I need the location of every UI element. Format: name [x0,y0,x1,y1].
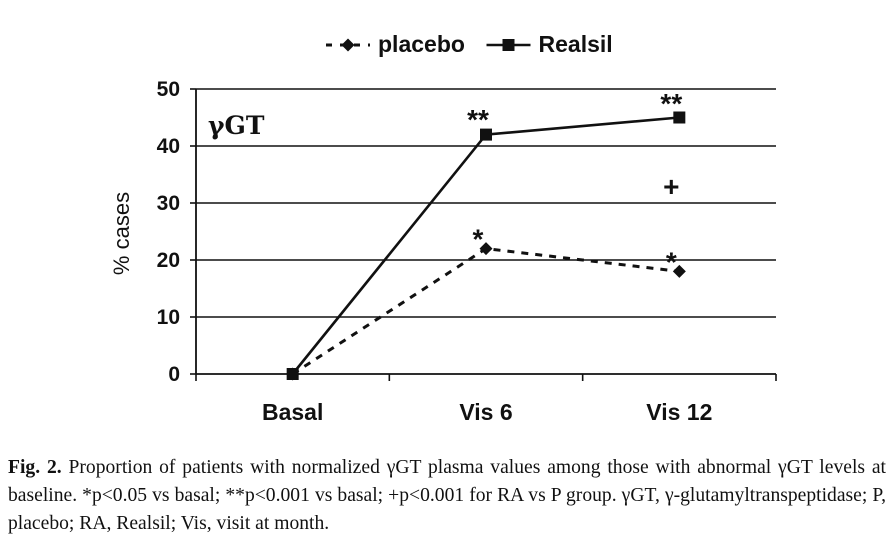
legend-label-placebo: placebo [378,31,465,57]
legend-marker-realsil [502,39,515,51]
gridlines [196,88,776,318]
annotation-4: * [666,246,677,277]
tick-labels: 0 10 20 30 40 50 Basal Vis 6 Vis 12 [157,78,713,425]
panel-label: γGT [208,111,265,140]
caption-text: Proportion of patients with normalized γ… [8,457,886,534]
y-tick-label-50: 50 [157,78,180,101]
caption-label: Fig. 2. [8,457,62,478]
legend: placebo Realsil [326,31,613,57]
annotation-1: ** [660,88,682,119]
y-tick-label-10: 10 [157,306,180,329]
y-tick-label-30: 30 [157,192,180,215]
line-chart: placebo Realsil 0 10 20 30 40 50 Basal Vis 6 Vis … [109,31,777,425]
x-tick-label-vis-12: Vis 12 [646,399,712,425]
x-tick-label-vis-6: Vis 6 [459,399,512,425]
legend-label-realsil: Realsil [539,31,613,57]
significance-annotations: ****+** [467,88,682,277]
y-tick-label-40: 40 [157,135,180,158]
y-tick-label-0: 0 [168,363,180,386]
data-point-realsil-1 [480,128,492,141]
series-line-placebo [291,247,680,376]
legend-marker-placebo [341,38,355,52]
data-point-placebo-2 [672,264,686,278]
y-tick-label-20: 20 [157,249,180,272]
annotation-0: ** [467,104,489,135]
data-point-realsil-2 [673,111,686,124]
series-group [286,111,686,381]
y-axis-label: % cases [109,192,134,275]
figure-caption: Fig. 2. Proportion of patients with norm… [8,454,886,538]
x-tick-label-basal: Basal [262,399,323,425]
annotation-3: * [473,224,484,255]
annotation-2: + [663,171,679,202]
data-point-realsil-0 [286,368,299,380]
data-point-placebo-1 [479,242,493,256]
